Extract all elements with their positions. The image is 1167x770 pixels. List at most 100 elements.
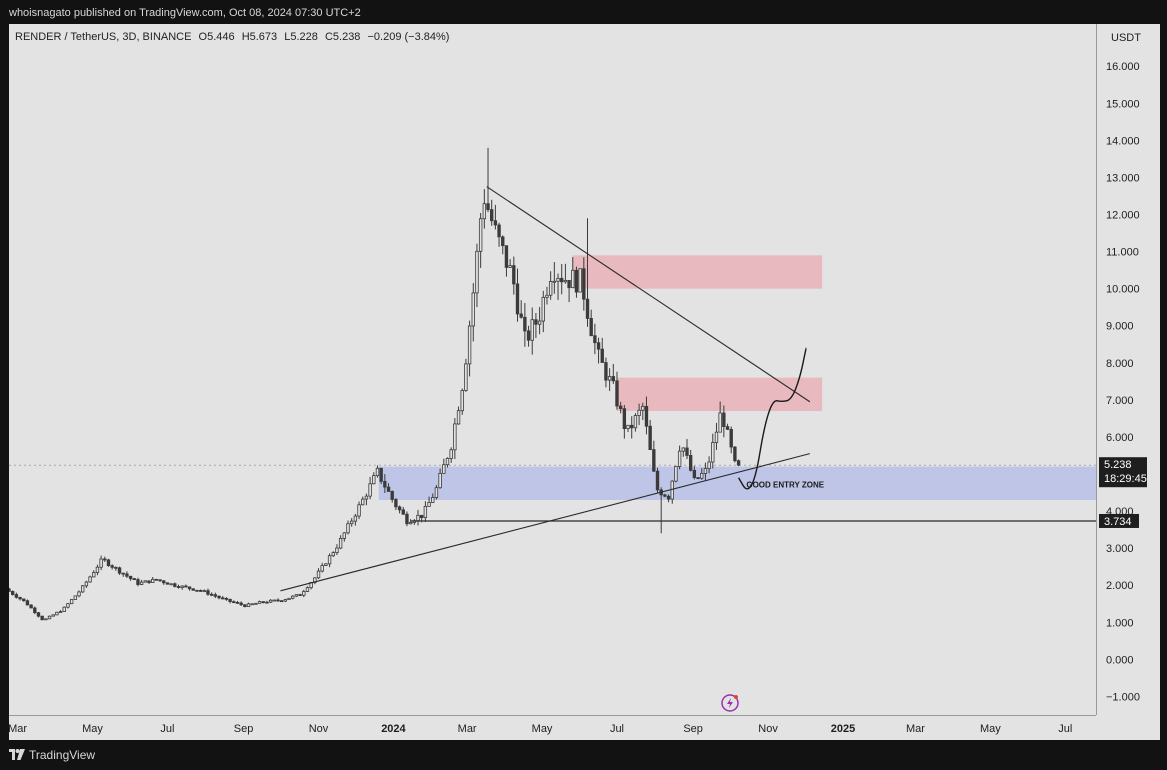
price-candle — [677, 445, 682, 470]
resistance-zone-upper[interactable] — [572, 255, 823, 289]
price-candle — [471, 283, 475, 342]
price-candle — [235, 600, 240, 604]
candle-body — [512, 265, 516, 285]
price-candle — [729, 426, 733, 454]
price-candle — [600, 337, 604, 363]
legend-low: L5.228 — [284, 31, 318, 43]
price-candle — [515, 268, 520, 322]
candle-body — [191, 588, 195, 591]
candle-body — [563, 279, 568, 283]
price-candle — [165, 582, 170, 585]
price-candle — [725, 423, 730, 430]
candle-body — [257, 601, 262, 604]
candle-body — [187, 586, 192, 590]
candle-body — [246, 603, 251, 608]
candle-body — [147, 580, 151, 583]
tradingview-logo-icon[interactable] — [9, 749, 25, 760]
candle-body — [279, 600, 284, 603]
candle-body — [582, 268, 586, 300]
legend-close: C5.238 — [324, 31, 361, 43]
lightning-icon[interactable] — [721, 694, 739, 712]
price-candle — [696, 477, 700, 480]
candle-body — [736, 460, 741, 466]
candle-body — [346, 523, 350, 534]
price-candle — [221, 596, 225, 600]
price-candle — [25, 599, 30, 606]
legend-symbol[interactable]: RENDER / TetherUS, 3D, BINANCE — [15, 31, 192, 43]
price-candle — [110, 564, 114, 570]
candle-body — [217, 595, 221, 599]
entry-zone-label: GOOD ENTRY ZONE — [746, 480, 824, 489]
price-candle — [169, 583, 173, 586]
chart-frame[interactable]: RENDER / TetherUS, 3D, BINANCE O5.446 H5… — [9, 24, 1160, 740]
price-chart[interactable]: GOOD ENTRY ZONE USDT −1.000 0.000 1.000 2.00… — [9, 24, 1160, 740]
candle-body — [151, 578, 155, 583]
candle-body — [434, 487, 439, 498]
candle-body — [711, 442, 715, 463]
x-tick-label: Mar — [906, 723, 925, 735]
x-tick-label: May — [532, 723, 553, 735]
legend-open: O5.446 — [198, 31, 235, 43]
candle-body — [162, 580, 166, 584]
candle-body — [438, 472, 442, 489]
price-candle — [232, 600, 236, 604]
candle-body — [685, 447, 689, 456]
candle-body — [22, 598, 26, 602]
price-candle — [604, 357, 608, 388]
price-candle — [261, 601, 265, 604]
candle-body — [305, 587, 310, 592]
price-candle — [9, 587, 11, 592]
price-candle — [722, 405, 726, 438]
candle-body — [648, 425, 652, 451]
candle-body — [114, 566, 118, 569]
candle-body — [180, 585, 184, 588]
candle-body — [674, 465, 678, 482]
price-candle — [114, 566, 118, 571]
price-candle — [228, 598, 232, 604]
candle-body — [239, 602, 243, 606]
candle-body — [405, 513, 409, 525]
price-candle — [283, 598, 288, 603]
legend-high: H5.673 — [241, 31, 278, 43]
candle-body — [173, 583, 177, 587]
footer-bar: TradingView — [0, 740, 1167, 770]
price-candle — [379, 467, 383, 485]
price-candle — [401, 506, 405, 515]
projection-path — [737, 347, 807, 490]
candle-body — [408, 522, 413, 525]
price-candle — [47, 615, 52, 620]
candle-body — [475, 250, 479, 294]
y-tick-label: 10.000 — [1106, 284, 1140, 296]
price-candle — [482, 189, 487, 229]
price-candle — [615, 371, 619, 410]
price-candle — [700, 468, 704, 480]
price-candle — [530, 307, 534, 355]
candle-body — [121, 572, 125, 575]
x-tick-label: Nov — [758, 723, 778, 735]
price-candle — [478, 212, 483, 268]
candle-body — [276, 599, 280, 602]
price-candle — [10, 590, 15, 596]
candle-body — [504, 245, 509, 268]
candle-body — [670, 480, 674, 500]
candle-body — [331, 552, 335, 557]
candle-body — [261, 601, 265, 604]
candle-body — [372, 475, 376, 485]
support-price-label: 3.734 — [1104, 516, 1132, 528]
publish-info: whoisnagato published on TradingView.com… — [9, 7, 361, 19]
price-candle — [40, 615, 44, 621]
candle-body — [703, 468, 708, 474]
price-candle — [467, 320, 472, 377]
price-candle — [663, 493, 667, 498]
support-price-label-bg — [1099, 513, 1139, 528]
price-candle — [55, 611, 59, 616]
candle-body — [663, 494, 667, 497]
candle-body — [593, 335, 597, 344]
resistance-zone-lower[interactable] — [616, 377, 823, 412]
candle-body — [696, 477, 700, 479]
price-candle — [449, 447, 453, 463]
candle-body — [508, 265, 512, 268]
last-price-label: 5.238 — [1104, 459, 1132, 471]
price-candle — [703, 462, 708, 481]
good-entry-zone[interactable] — [378, 466, 1096, 500]
